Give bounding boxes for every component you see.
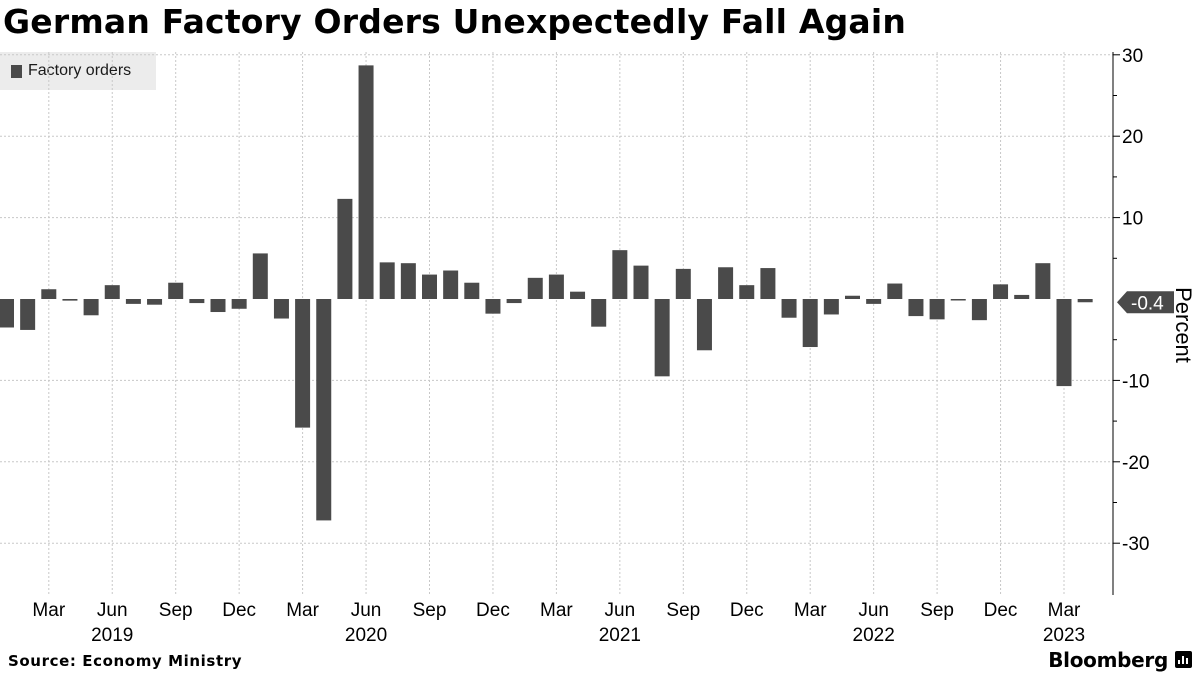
bar	[654, 299, 670, 377]
x-tick-label: Mar	[32, 600, 65, 621]
y-tick-label: 30	[1122, 46, 1143, 67]
bars	[0, 65, 1093, 521]
brand-logo: Bloomberg	[1048, 648, 1168, 672]
bar	[887, 283, 903, 299]
bar	[1077, 299, 1093, 303]
bar	[485, 299, 501, 314]
axes: 30 20 10 -10 -20 -30 Mar Jun Sep Dec Mar Jun Sep Dec M…	[32, 46, 1196, 646]
bar	[62, 299, 78, 301]
x-tick-label: Dec	[730, 600, 764, 621]
x-year-label: 2019	[91, 625, 133, 646]
bar	[400, 263, 416, 299]
bar	[845, 295, 860, 299]
bar	[443, 270, 459, 299]
bar	[802, 299, 818, 348]
bar	[422, 274, 437, 299]
x-tick-label: Jun	[605, 600, 636, 621]
bar	[950, 299, 966, 301]
y-tick-label: 20	[1122, 127, 1143, 148]
x-tick-label: Dec	[222, 600, 256, 621]
bar	[506, 299, 522, 304]
bar	[929, 299, 945, 320]
bar	[316, 299, 332, 521]
bar	[379, 262, 395, 299]
bar	[591, 299, 607, 327]
bar	[252, 253, 268, 299]
bar	[612, 250, 628, 299]
bar	[696, 299, 712, 351]
x-tick-label: Sep	[920, 600, 954, 621]
x-tick-label: Dec	[476, 600, 510, 621]
bar	[548, 274, 564, 299]
chart-title: German Factory Orders Unexpectedly Fall …	[3, 2, 907, 41]
x-year-label: 2023	[1043, 625, 1085, 646]
bar	[908, 299, 924, 317]
x-tick-label: Mar	[1048, 600, 1081, 621]
legend: Factory orders	[0, 52, 156, 90]
y-tick-label: -10	[1122, 371, 1149, 392]
bar	[83, 299, 99, 316]
bar	[41, 289, 57, 299]
bar	[273, 299, 289, 319]
bar	[464, 282, 480, 299]
bar	[675, 268, 691, 299]
bar	[358, 65, 374, 300]
bar	[295, 299, 311, 428]
x-tick-label: Jun	[351, 600, 382, 621]
x-tick-label: Sep	[159, 600, 193, 621]
x-tick-label: Sep	[413, 600, 447, 621]
y-axis-title: Percent	[1171, 287, 1196, 363]
bar	[866, 299, 882, 304]
bar	[1035, 263, 1051, 299]
bar	[993, 284, 1009, 299]
source-note: Source: Economy Ministry	[8, 652, 243, 670]
x-tick-label: Mar	[794, 600, 827, 621]
bar	[210, 299, 226, 313]
x-tick-label: Mar	[286, 600, 319, 621]
x-tick-label: Dec	[984, 600, 1018, 621]
x-year-label: 2020	[345, 625, 387, 646]
x-year-label: 2022	[853, 625, 895, 646]
bar	[0, 299, 14, 328]
y-tick-label: -20	[1122, 453, 1149, 474]
bar	[781, 299, 797, 318]
bar	[633, 265, 649, 299]
bar	[718, 267, 734, 299]
x-tick-label: Jun	[858, 600, 889, 621]
bar	[570, 291, 586, 299]
legend-swatch	[11, 64, 22, 78]
bar	[104, 285, 120, 299]
bar	[20, 299, 36, 330]
bar	[760, 268, 776, 299]
bar	[189, 299, 205, 304]
bar	[168, 282, 184, 299]
x-tick-label: Sep	[666, 600, 700, 621]
x-tick-label: Jun	[97, 600, 128, 621]
bloomberg-icon	[1175, 651, 1192, 668]
x-tick-label: Mar	[540, 600, 573, 621]
bar	[823, 299, 839, 315]
bar	[231, 299, 247, 309]
bar	[739, 285, 755, 299]
last-value-label: -0.4	[1131, 293, 1164, 314]
bar	[147, 299, 163, 305]
y-tick-label: -30	[1122, 534, 1149, 555]
grid-lines	[0, 52, 1113, 595]
bar	[971, 299, 987, 321]
bar	[337, 198, 353, 299]
bar	[527, 277, 543, 299]
bar	[1056, 299, 1072, 387]
bar	[1014, 294, 1030, 299]
y-tick-label: 10	[1122, 209, 1143, 230]
bar	[125, 299, 141, 304]
last-value-tag	[1117, 291, 1174, 314]
x-year-label: 2021	[599, 625, 641, 646]
legend-label: Factory orders	[28, 62, 132, 79]
